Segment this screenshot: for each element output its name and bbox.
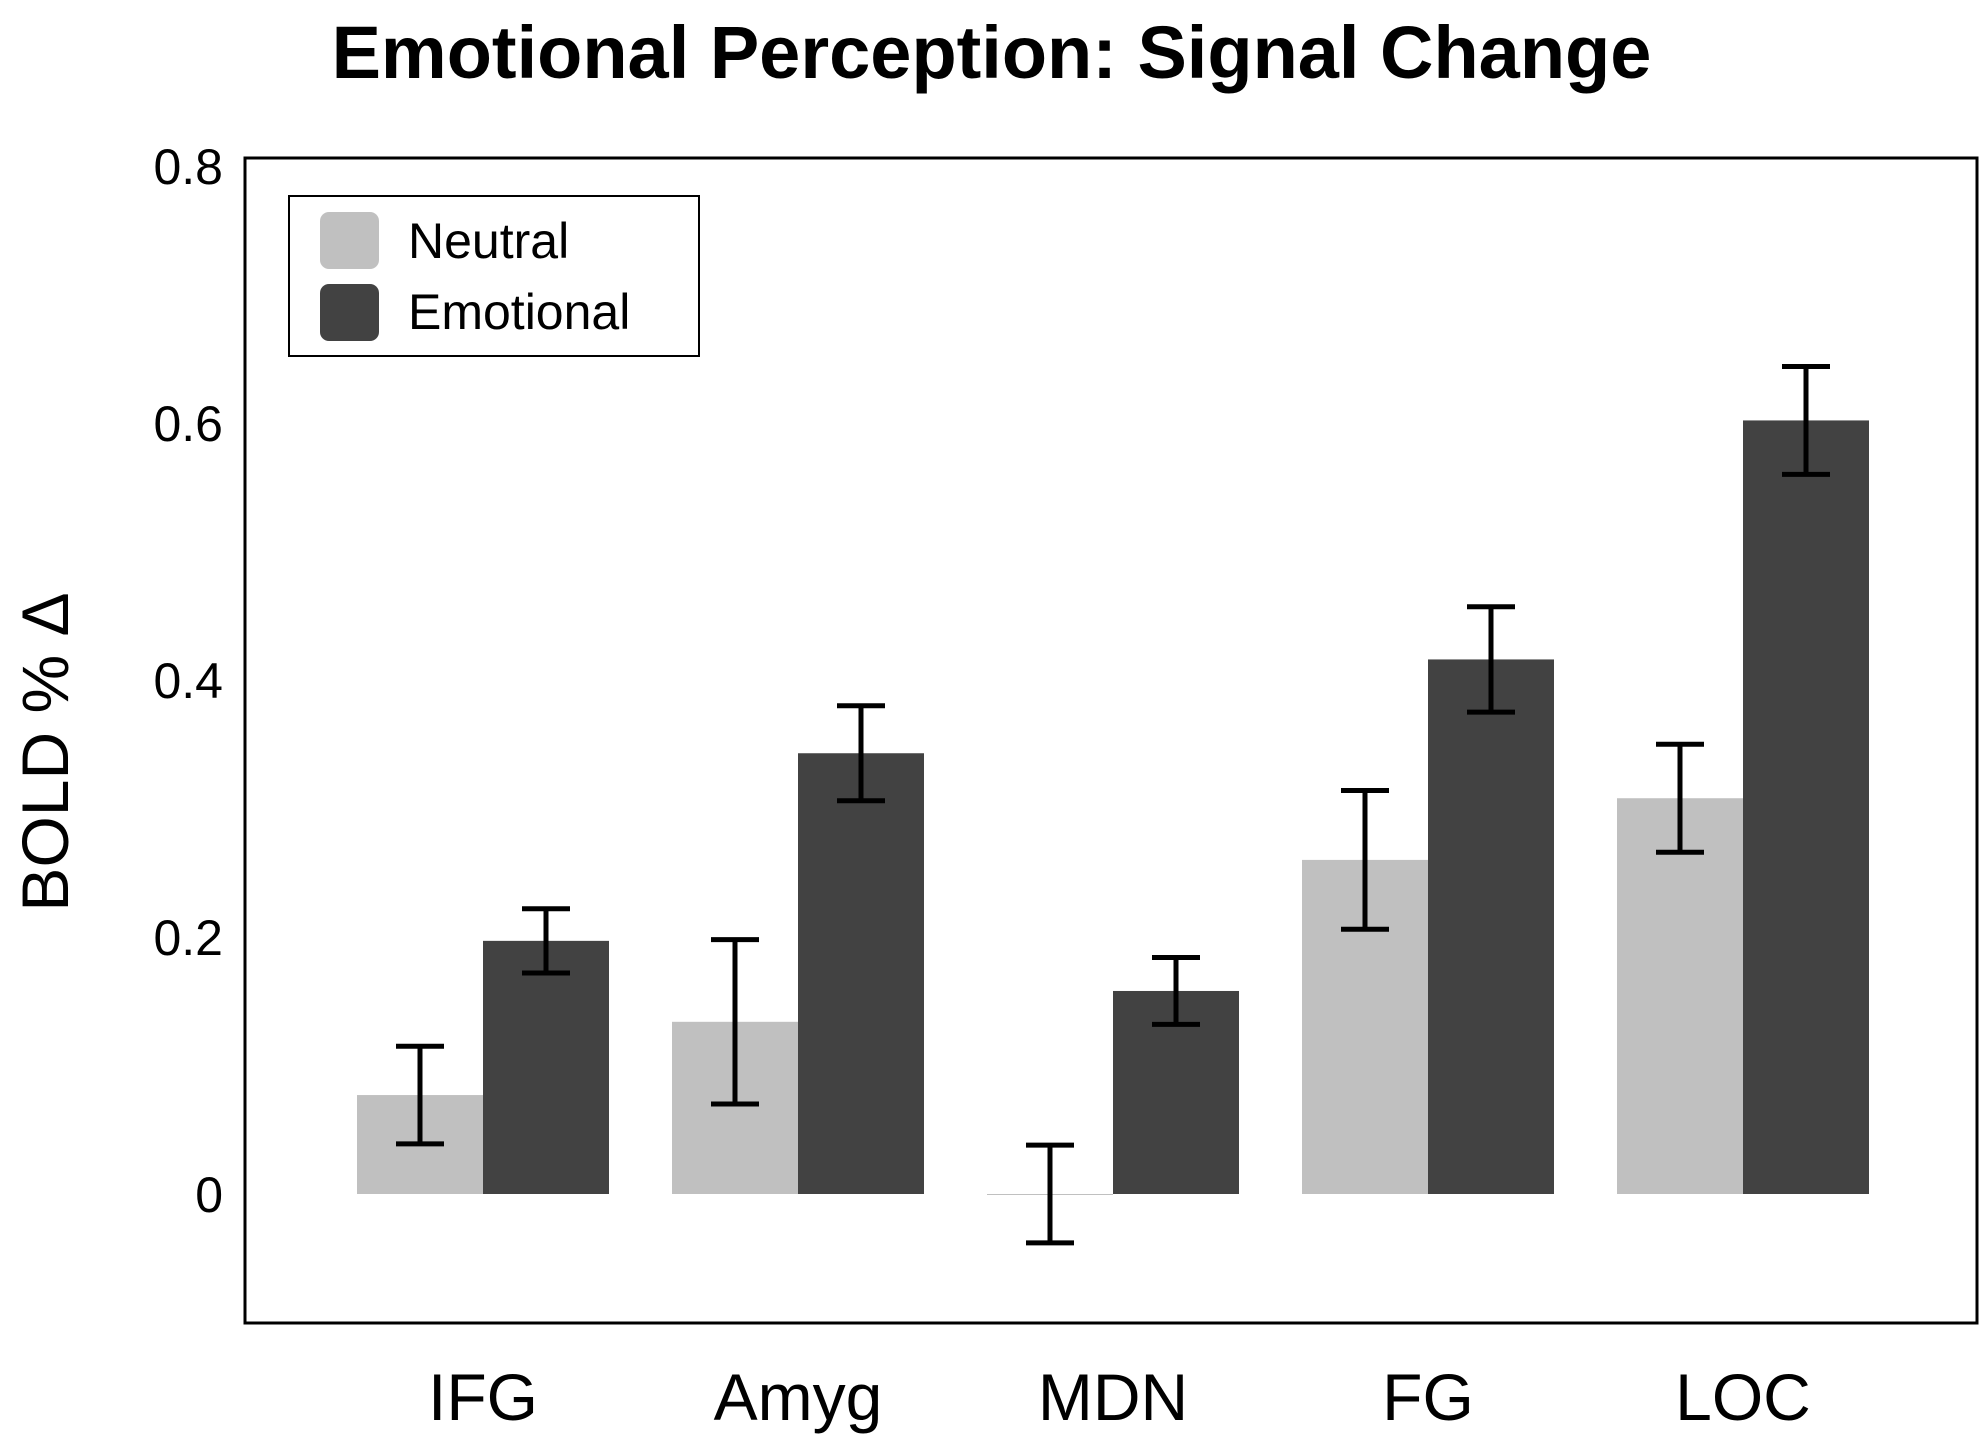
y-tick-label: 0.4 (153, 653, 223, 709)
bar-neutral-loc (1617, 798, 1743, 1194)
error-bars-layer (396, 363, 1830, 1246)
bars-layer (357, 420, 1869, 1195)
bar-emotional-loc (1743, 420, 1869, 1194)
x-tick-label-loc: LOC (1675, 1360, 1811, 1434)
error-bar-neutral-mdn (1026, 1142, 1074, 1246)
error-bar-emotional-fg (1467, 604, 1515, 715)
legend-swatch-emotional (320, 284, 379, 341)
bar-emotional-ifg (483, 940, 609, 1194)
chart-title: Emotional Perception: Signal Change (331, 11, 1652, 94)
error-bar-neutral-amyg (711, 937, 759, 1107)
x-tick-label-amyg: Amyg (714, 1360, 883, 1434)
y-axis-ticks: 0 0.2 0.4 0.6 0.8 (153, 139, 223, 1223)
y-tick-label: 0 (195, 1167, 223, 1223)
error-bar-emotional-amyg (837, 703, 885, 804)
bar-emotional-amyg (798, 753, 924, 1194)
y-tick-label: 0.6 (153, 396, 223, 452)
error-bar-neutral-fg (1341, 788, 1389, 932)
x-tick-label-mdn: MDN (1038, 1360, 1188, 1434)
error-bar-emotional-ifg (522, 906, 570, 976)
y-tick-label: 0.2 (153, 910, 223, 966)
error-bar-neutral-loc (1656, 741, 1704, 855)
y-tick-label: 0.8 (153, 139, 223, 195)
error-bar-emotional-mdn (1152, 955, 1200, 1027)
legend-swatch-neutral (320, 212, 379, 269)
y-axis-title: BOLD % Δ (8, 592, 82, 911)
error-bar-emotional-loc (1782, 363, 1830, 477)
plot-area-frame (243, 156, 1979, 1325)
x-tick-label-ifg: IFG (428, 1360, 538, 1434)
bar-emotional-fg (1428, 659, 1554, 1194)
legend-label-neutral: Neutral (408, 213, 569, 269)
error-bar-neutral-ifg (396, 1043, 444, 1147)
legend: Neutral Emotional (288, 195, 700, 357)
x-tick-label-fg: FG (1382, 1360, 1474, 1434)
legend-label-emotional: Emotional (408, 284, 630, 340)
x-axis-categories: IFG Amyg MDN FG LOC (428, 1360, 1811, 1434)
